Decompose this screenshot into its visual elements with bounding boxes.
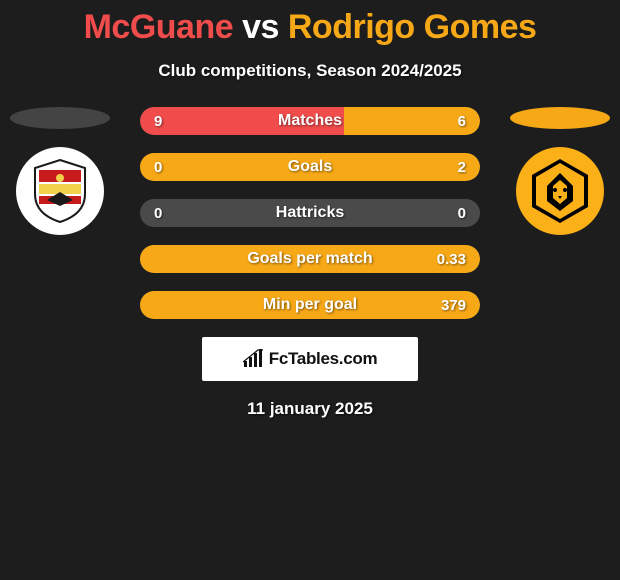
date-text: 11 january 2025: [0, 399, 620, 419]
left-team-crest: [16, 147, 104, 235]
stat-right-value: 0: [458, 205, 466, 222]
stat-label: Hattricks: [276, 204, 344, 222]
brand-suffix: .com: [339, 349, 377, 368]
right-base-ellipse: [510, 107, 610, 129]
stat-left-value: 9: [154, 113, 162, 130]
wolves-hex-icon: [525, 156, 595, 226]
season-subtitle: Club competitions, Season 2024/2025: [0, 61, 620, 81]
stat-row: Min per goal 379: [140, 291, 480, 319]
brand-box: FcTables.com: [202, 337, 418, 381]
stat-right-value: 379: [441, 297, 466, 314]
bristol-shield-icon: [25, 156, 95, 226]
stat-right-value: 6: [458, 113, 466, 130]
player-right-name: Rodrigo Gomes: [288, 8, 537, 46]
brand-bold: Tables: [288, 349, 339, 368]
stat-label: Goals: [288, 158, 332, 176]
stat-left-value: 0: [154, 159, 162, 176]
stat-label: Min per goal: [263, 296, 357, 314]
comparison-title: McGuane vs Rodrigo Gomes: [0, 0, 620, 47]
left-crest-column: [10, 107, 110, 235]
stat-row: 0 Hattricks 0: [140, 199, 480, 227]
stat-row: 9 Matches 6: [140, 107, 480, 135]
barchart-icon: [243, 349, 265, 369]
stat-row: 0 Goals 2: [140, 153, 480, 181]
comparison-body: 9 Matches 6 0 Goals 2 0 Hattricks 0 Goals per mat…: [0, 107, 620, 319]
stat-right-value: 0.33: [437, 251, 466, 268]
stat-left-value: 0: [154, 205, 162, 222]
left-base-ellipse: [10, 107, 110, 129]
stat-label: Matches: [278, 112, 342, 130]
right-crest-column: [510, 107, 610, 235]
right-team-crest: [516, 147, 604, 235]
vs-label: vs: [242, 8, 279, 46]
stat-right-value: 2: [458, 159, 466, 176]
stat-rows-container: 9 Matches 6 0 Goals 2 0 Hattricks 0 Goals per mat…: [140, 107, 480, 319]
brand-prefix: Fc: [269, 349, 288, 368]
stat-row: Goals per match 0.33: [140, 245, 480, 273]
brand-text: FcTables.com: [269, 349, 378, 369]
player-left-name: McGuane: [84, 8, 234, 46]
stat-label: Goals per match: [247, 250, 372, 268]
